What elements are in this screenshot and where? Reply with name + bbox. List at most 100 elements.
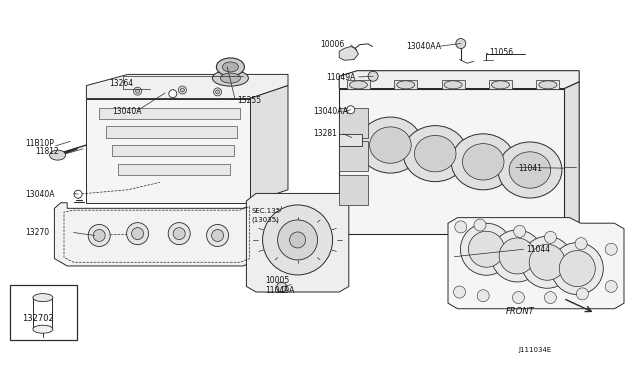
Circle shape bbox=[173, 228, 185, 240]
Text: 11B10P: 11B10P bbox=[26, 139, 54, 148]
Ellipse shape bbox=[462, 144, 504, 180]
Text: FRONT: FRONT bbox=[506, 307, 534, 316]
Ellipse shape bbox=[509, 152, 550, 188]
Polygon shape bbox=[339, 89, 564, 234]
Circle shape bbox=[216, 90, 220, 94]
Circle shape bbox=[456, 39, 466, 48]
Ellipse shape bbox=[492, 81, 509, 89]
Ellipse shape bbox=[403, 126, 467, 182]
Text: 13040A: 13040A bbox=[26, 190, 55, 199]
Circle shape bbox=[513, 292, 524, 304]
Polygon shape bbox=[99, 108, 240, 119]
Polygon shape bbox=[442, 80, 465, 89]
Circle shape bbox=[93, 230, 105, 241]
Polygon shape bbox=[339, 108, 368, 138]
Polygon shape bbox=[86, 99, 250, 203]
Ellipse shape bbox=[223, 62, 238, 72]
Circle shape bbox=[262, 205, 333, 275]
Text: 10005: 10005 bbox=[266, 276, 290, 285]
Circle shape bbox=[347, 106, 355, 114]
Circle shape bbox=[74, 190, 82, 198]
Polygon shape bbox=[489, 80, 512, 89]
Circle shape bbox=[168, 222, 190, 245]
Text: 13040AA: 13040AA bbox=[314, 107, 349, 116]
Circle shape bbox=[289, 232, 306, 248]
Ellipse shape bbox=[50, 150, 66, 160]
Circle shape bbox=[551, 243, 604, 295]
Polygon shape bbox=[339, 71, 579, 89]
Ellipse shape bbox=[444, 81, 462, 89]
Circle shape bbox=[545, 231, 556, 243]
Circle shape bbox=[477, 290, 489, 302]
Circle shape bbox=[577, 288, 588, 300]
Circle shape bbox=[545, 292, 556, 304]
Circle shape bbox=[278, 220, 317, 260]
Polygon shape bbox=[339, 46, 358, 60]
Text: SEC.135: SEC.135 bbox=[252, 208, 281, 214]
Ellipse shape bbox=[349, 81, 367, 89]
Polygon shape bbox=[564, 82, 579, 234]
Circle shape bbox=[207, 224, 228, 247]
Ellipse shape bbox=[498, 142, 562, 198]
Text: 13040A: 13040A bbox=[112, 107, 141, 116]
Text: 11044: 11044 bbox=[526, 245, 550, 254]
Text: 11041: 11041 bbox=[518, 164, 543, 173]
Circle shape bbox=[212, 230, 223, 241]
Polygon shape bbox=[10, 285, 77, 340]
Text: 13264: 13264 bbox=[109, 79, 134, 88]
Text: 11056: 11056 bbox=[490, 48, 514, 57]
Circle shape bbox=[529, 244, 565, 280]
Circle shape bbox=[179, 86, 186, 94]
Polygon shape bbox=[118, 164, 230, 175]
Text: 15255: 15255 bbox=[237, 96, 261, 105]
Circle shape bbox=[180, 88, 184, 92]
Text: (13035): (13035) bbox=[252, 217, 280, 224]
Polygon shape bbox=[106, 126, 237, 138]
Circle shape bbox=[454, 286, 465, 298]
Text: J111034E: J111034E bbox=[518, 347, 552, 353]
Ellipse shape bbox=[451, 134, 515, 190]
Circle shape bbox=[521, 236, 573, 288]
Circle shape bbox=[575, 238, 587, 250]
Circle shape bbox=[88, 224, 110, 247]
Circle shape bbox=[460, 223, 513, 275]
Polygon shape bbox=[536, 80, 559, 89]
Polygon shape bbox=[339, 141, 368, 171]
Polygon shape bbox=[86, 74, 288, 99]
Circle shape bbox=[134, 87, 141, 95]
Polygon shape bbox=[394, 80, 417, 89]
Circle shape bbox=[514, 225, 525, 237]
Circle shape bbox=[132, 228, 143, 240]
Circle shape bbox=[474, 219, 486, 231]
Circle shape bbox=[491, 230, 543, 282]
Ellipse shape bbox=[397, 81, 415, 89]
Polygon shape bbox=[246, 193, 349, 292]
Ellipse shape bbox=[220, 73, 241, 83]
Ellipse shape bbox=[33, 294, 53, 302]
Circle shape bbox=[499, 238, 535, 274]
Polygon shape bbox=[339, 175, 368, 205]
Text: 13270: 13270 bbox=[26, 228, 50, 237]
Circle shape bbox=[276, 282, 287, 292]
Polygon shape bbox=[339, 134, 362, 146]
Circle shape bbox=[136, 89, 140, 93]
Polygon shape bbox=[250, 86, 288, 203]
Text: 13281: 13281 bbox=[314, 129, 337, 138]
Circle shape bbox=[559, 251, 595, 286]
Ellipse shape bbox=[539, 81, 557, 89]
Circle shape bbox=[169, 90, 177, 98]
Text: 11049A: 11049A bbox=[266, 286, 295, 295]
Ellipse shape bbox=[33, 325, 53, 333]
Polygon shape bbox=[448, 218, 624, 309]
Text: 132702: 132702 bbox=[22, 314, 54, 323]
Ellipse shape bbox=[212, 70, 248, 86]
Circle shape bbox=[605, 243, 617, 255]
Circle shape bbox=[468, 231, 504, 267]
Polygon shape bbox=[54, 203, 256, 266]
Text: 11812: 11812 bbox=[35, 147, 59, 156]
Polygon shape bbox=[347, 80, 370, 89]
Circle shape bbox=[214, 88, 221, 96]
Ellipse shape bbox=[216, 58, 244, 76]
Ellipse shape bbox=[369, 127, 411, 163]
Polygon shape bbox=[112, 145, 234, 156]
